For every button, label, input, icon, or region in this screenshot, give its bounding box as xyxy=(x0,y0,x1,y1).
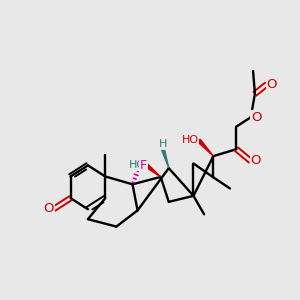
Text: O: O xyxy=(250,154,261,167)
Text: O: O xyxy=(251,111,261,124)
Text: HO: HO xyxy=(129,160,146,170)
Polygon shape xyxy=(197,139,213,156)
Text: HO: HO xyxy=(182,135,199,146)
Polygon shape xyxy=(162,149,169,168)
Polygon shape xyxy=(145,164,161,177)
Text: H: H xyxy=(159,139,167,149)
Text: O: O xyxy=(266,78,277,91)
Text: F: F xyxy=(140,159,147,172)
Text: O: O xyxy=(44,202,54,215)
